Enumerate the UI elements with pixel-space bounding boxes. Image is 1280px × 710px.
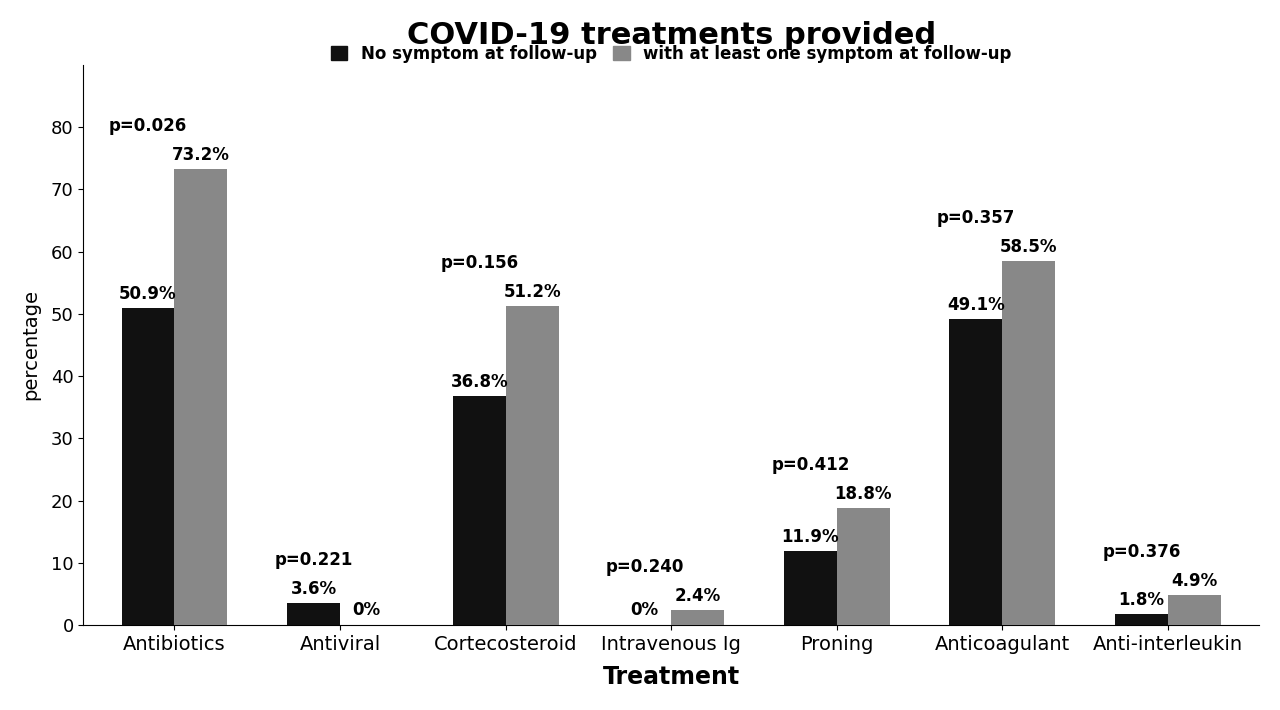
Bar xyxy=(950,320,1002,626)
Bar xyxy=(1002,261,1056,626)
Bar xyxy=(671,611,724,626)
Text: 3.6%: 3.6% xyxy=(291,580,337,598)
Text: p=0.156: p=0.156 xyxy=(440,254,518,272)
Bar xyxy=(287,603,340,626)
Text: 0%: 0% xyxy=(352,601,380,619)
Bar xyxy=(174,169,228,626)
Text: 50.9%: 50.9% xyxy=(119,285,177,303)
Text: 73.2%: 73.2% xyxy=(172,146,230,164)
Legend: No symptom at follow-up, with at least one symptom at follow-up: No symptom at follow-up, with at least o… xyxy=(330,45,1011,63)
Text: 2.4%: 2.4% xyxy=(675,587,721,606)
Text: 58.5%: 58.5% xyxy=(1000,238,1057,256)
Text: 11.9%: 11.9% xyxy=(782,528,840,546)
Text: 18.8%: 18.8% xyxy=(835,485,892,503)
Bar xyxy=(1115,614,1169,626)
Text: p=0.240: p=0.240 xyxy=(605,558,684,576)
Text: 51.2%: 51.2% xyxy=(503,283,561,301)
X-axis label: Treatment: Treatment xyxy=(603,665,740,689)
Text: p=0.026: p=0.026 xyxy=(109,117,187,135)
Text: p=0.412: p=0.412 xyxy=(772,456,850,474)
Text: 1.8%: 1.8% xyxy=(1119,591,1165,609)
Bar xyxy=(837,508,890,626)
Text: 49.1%: 49.1% xyxy=(947,297,1005,315)
Text: p=0.376: p=0.376 xyxy=(1102,542,1180,561)
Text: 4.9%: 4.9% xyxy=(1171,572,1217,590)
Bar xyxy=(506,307,558,626)
Bar xyxy=(122,308,174,626)
Text: p=0.221: p=0.221 xyxy=(274,551,353,569)
Bar xyxy=(453,396,506,626)
Text: 0%: 0% xyxy=(631,601,659,619)
Title: COVID-19 treatments provided: COVID-19 treatments provided xyxy=(407,21,936,50)
Text: p=0.357: p=0.357 xyxy=(937,209,1015,226)
Text: 36.8%: 36.8% xyxy=(451,373,508,391)
Y-axis label: percentage: percentage xyxy=(20,290,40,400)
Bar xyxy=(783,551,837,626)
Bar xyxy=(1169,595,1221,626)
